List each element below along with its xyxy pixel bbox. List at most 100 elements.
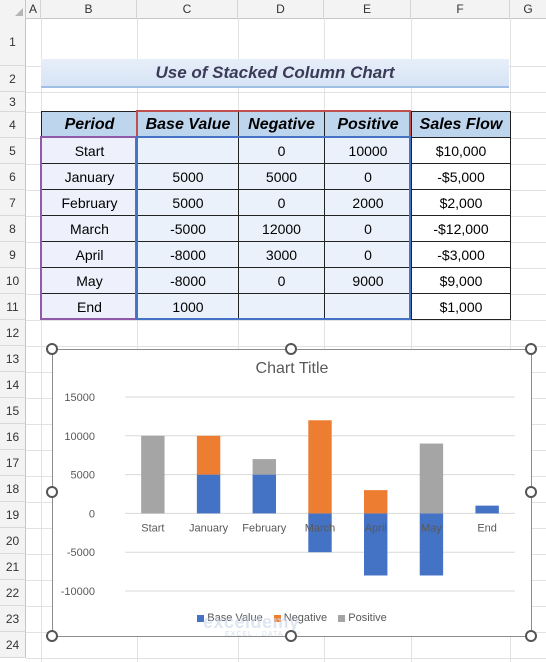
row-header-9[interactable]: 9 [0,242,26,268]
resize-handle-bottom[interactable] [285,630,297,642]
row-header-21[interactable]: 21 [0,554,26,580]
row-header-8[interactable]: 8 [0,216,26,242]
cell-period[interactable]: May [41,267,138,294]
cell-base-value[interactable]: -5000 [137,215,239,242]
row-header-2[interactable]: 2 [0,66,26,92]
resize-handle-top-right[interactable] [525,343,537,355]
cell-base-value[interactable]: -8000 [137,267,239,294]
sheet-title-banner[interactable]: Use of Stacked Column Chart [41,59,509,88]
row-header-7[interactable]: 7 [0,190,26,216]
cell-positive[interactable]: 0 [324,241,412,268]
legend-item-negative[interactable]: Negative [273,612,327,624]
row-header-20[interactable]: 20 [0,528,26,554]
chart-legend[interactable]: Base Value Negative Positive [53,612,531,624]
column-header-g[interactable]: G [523,2,533,16]
row-header-19[interactable]: 19 [0,502,26,528]
chart-title[interactable]: Chart Title [255,360,329,377]
gridline [137,18,138,662]
row-header-14[interactable]: 14 [0,372,26,398]
cell-sales-flow[interactable]: $9,000 [411,267,511,294]
cell-positive[interactable] [324,293,412,320]
resize-handle-bottom-right[interactable] [525,630,537,642]
legend-swatch-positive [338,614,346,622]
cell-positive[interactable]: 0 [324,163,412,190]
row-header-23[interactable]: 23 [0,606,26,632]
cell-sales-flow[interactable]: $1,000 [411,293,511,320]
resize-handle-top[interactable] [285,343,297,355]
cell-period[interactable]: End [41,293,138,320]
cell-period[interactable]: Start [41,137,138,164]
column-header-c[interactable]: C [137,0,238,18]
cell-base-value[interactable]: 1000 [137,293,239,320]
cell-sales-flow[interactable]: $10,000 [411,137,511,164]
data-table: Period Base Value Negative Positive Sale… [41,111,511,320]
cell-negative[interactable] [238,293,325,320]
x-tick-label: End [477,522,497,534]
cell-positive[interactable]: 10000 [324,137,412,164]
cell-period[interactable]: April [41,241,138,268]
cell-negative[interactable]: 3000 [238,241,325,268]
cell-period[interactable]: March [41,215,138,242]
table-row: February 5000 0 2000 $2,000 [41,189,511,216]
resize-handle-top-left[interactable] [46,343,58,355]
row-header-1[interactable]: 1 [0,18,26,66]
stacked-column-chart[interactable]: Chart Title 15000 10000 5000 0 -5000 -10000 St… [52,349,532,638]
cell-sales-flow[interactable]: -$5,000 [411,163,511,190]
bar-base-value [308,513,332,553]
header-period[interactable]: Period [41,111,138,138]
cell-base-value[interactable]: 5000 [137,163,239,190]
select-all-corner[interactable] [0,0,26,18]
header-positive[interactable]: Positive [324,111,412,138]
cell-sales-flow[interactable]: -$3,000 [411,241,511,268]
gridline [411,18,412,662]
cell-period[interactable]: January [41,163,138,190]
cell-period[interactable]: February [41,189,138,216]
watermark-logo: exceldemy [203,612,300,632]
cell-negative[interactable]: 0 [238,137,325,164]
cell-positive[interactable]: 2000 [324,189,412,216]
row-header-6[interactable]: 6 [0,164,26,190]
y-tick-label: 10000 [64,431,95,443]
cell-negative[interactable]: 12000 [238,215,325,242]
row-header-10[interactable]: 10 [0,268,26,294]
cell-base-value[interactable] [137,137,239,164]
legend-swatch-negative [273,614,281,622]
row-header-17[interactable]: 17 [0,450,26,476]
cell-negative[interactable]: 0 [238,189,325,216]
row-header-12[interactable]: 12 [0,320,26,346]
row-header-16[interactable]: 16 [0,424,26,450]
column-header-f[interactable]: F [411,0,510,18]
cell-positive[interactable]: 9000 [324,267,412,294]
resize-handle-right[interactable] [525,486,537,498]
column-header-b[interactable]: B [41,0,137,18]
resize-handle-left[interactable] [46,486,58,498]
header-negative[interactable]: Negative [238,111,325,138]
legend-label-base: Base Value [207,612,263,624]
row-header-18[interactable]: 18 [0,476,26,502]
row-header-5[interactable]: 5 [0,138,26,164]
column-header-d[interactable]: D [238,0,324,18]
cell-sales-flow[interactable]: -$12,000 [411,215,511,242]
cell-base-value[interactable]: -8000 [137,241,239,268]
row-header-22[interactable]: 22 [0,580,26,606]
header-base-value[interactable]: Base Value [137,111,239,138]
row-header-15[interactable]: 15 [0,398,26,424]
resize-handle-bottom-left[interactable] [46,630,58,642]
cell-positive[interactable]: 0 [324,215,412,242]
row-header-24[interactable]: 24 [0,632,26,658]
row-header-11[interactable]: 11 [0,294,26,320]
column-header-e[interactable]: E [324,0,411,18]
row-header-13[interactable]: 13 [0,346,26,372]
cell-negative[interactable]: 0 [238,267,325,294]
row-header-3[interactable]: 3 [0,92,26,112]
chart-plot[interactable]: 15000 10000 5000 0 -5000 -10000 Start January Fe… [53,350,531,636]
header-sales-flow[interactable]: Sales Flow [411,111,511,138]
y-tick-label: 5000 [71,470,95,482]
column-header-a[interactable]: A [26,0,41,18]
cell-negative[interactable]: 5000 [238,163,325,190]
legend-item-positive[interactable]: Positive [338,612,387,624]
cell-sales-flow[interactable]: $2,000 [411,189,511,216]
row-header-4[interactable]: 4 [0,112,26,138]
legend-item-base-value[interactable]: Base Value [197,612,263,624]
cell-base-value[interactable]: 5000 [137,189,239,216]
